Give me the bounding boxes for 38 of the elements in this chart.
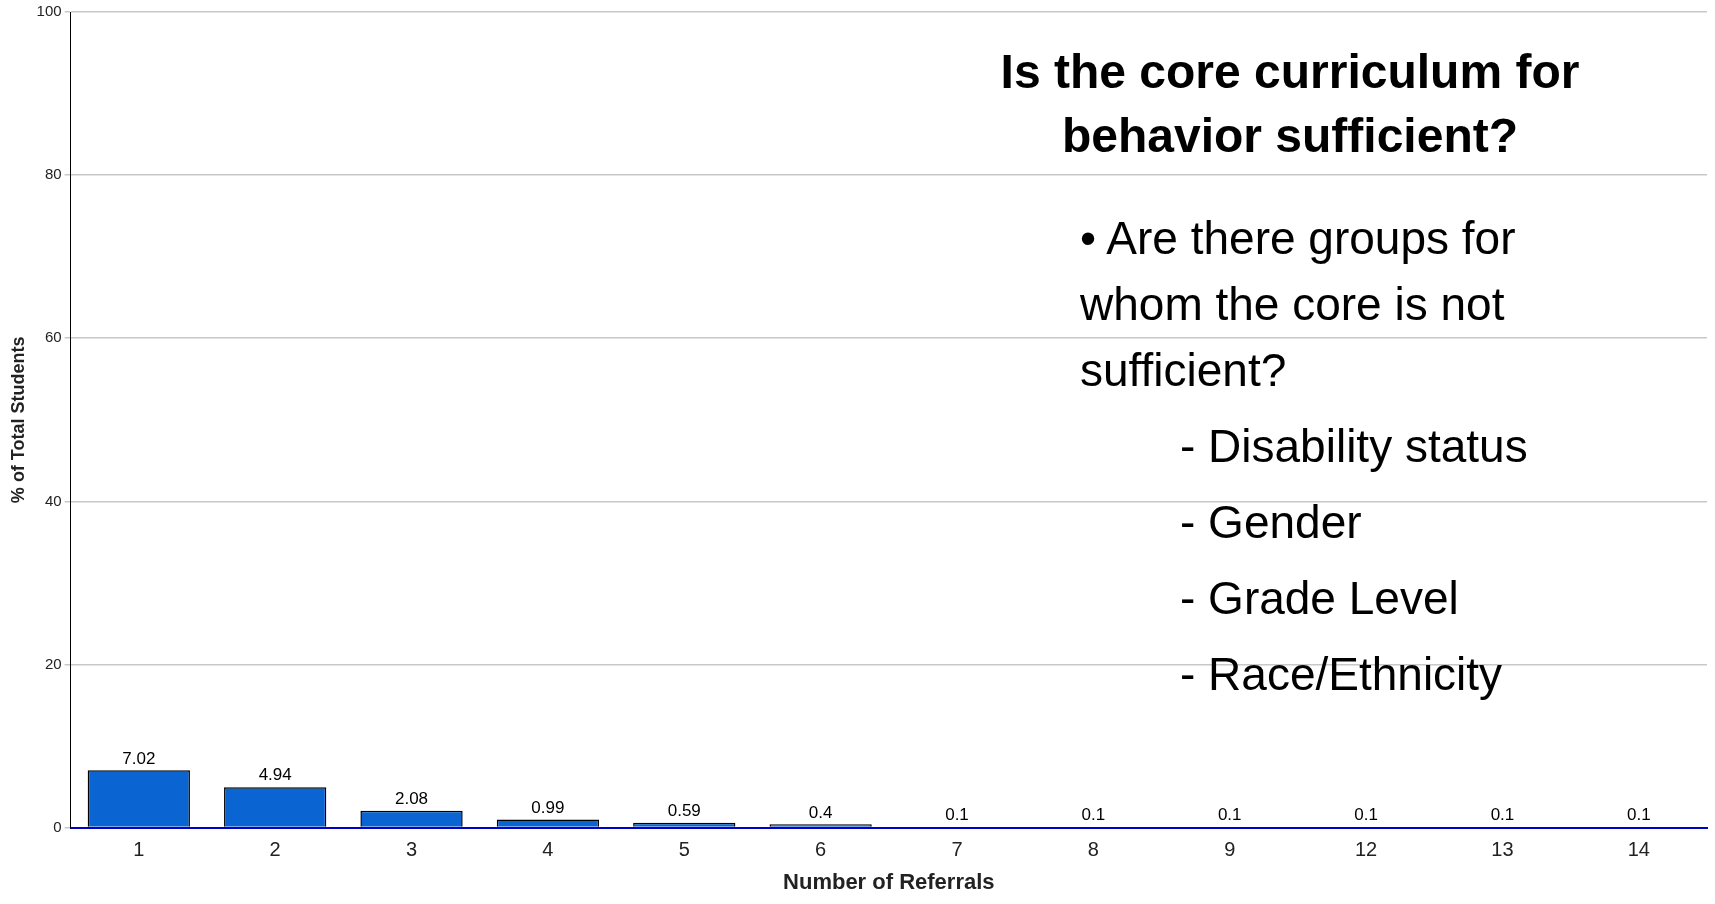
x-tick-label: 9 — [1224, 838, 1236, 861]
y-tick-label: 100 — [36, 2, 62, 20]
data-label: 0.59 — [667, 800, 701, 820]
annotation: - Race/Ethnicity — [1179, 647, 1504, 702]
y-tick-label: 0 — [53, 817, 62, 835]
y-tick-label: 40 — [44, 491, 62, 509]
annotation: • Are there groups for whom the core is not sufficient? — [1080, 211, 1517, 398]
x-tick-label: 3 — [405, 838, 418, 861]
data-label: 0.4 — [808, 802, 833, 822]
x-tick-label: 4 — [542, 838, 554, 861]
x-tick-label: 5 — [678, 838, 690, 861]
x-tick-label: 13 — [1491, 838, 1514, 861]
data-label: 4.94 — [258, 765, 292, 785]
y-tick-label: 20 — [44, 654, 62, 672]
x-tick-label: 2 — [269, 838, 281, 861]
text: Is the core curriculum for behavior sufficient? — [999, 44, 1581, 164]
data-label: 0.1 — [1627, 804, 1651, 824]
x-tick-label: 14 — [1627, 838, 1650, 861]
annotation: - Disability status — [1179, 419, 1529, 474]
data-label: 0.1 — [1217, 804, 1242, 824]
data-label: 2.08 — [394, 788, 429, 808]
data-label: 0.1 — [945, 804, 969, 824]
y-tick-label: 60 — [44, 328, 62, 346]
data-label: 0.1 — [1354, 804, 1378, 824]
y-tick-label: 80 — [44, 165, 62, 183]
x-tick-label: 1 — [133, 838, 145, 861]
annotation: - Grade Level — [1179, 571, 1460, 626]
x-tick-label: 8 — [1087, 838, 1099, 861]
x-tick-label: 12 — [1354, 838, 1378, 861]
data-label: 0.99 — [531, 797, 565, 817]
x-tick-label: 7 — [951, 838, 963, 861]
data-label: 0.1 — [1490, 804, 1515, 824]
x-axis-title: Number of Referrals — [783, 868, 995, 894]
x-tick-label: 6 — [815, 838, 827, 861]
y-axis-title: % of Total Students — [7, 336, 28, 504]
data-label: 7.02 — [122, 748, 156, 768]
data-label: 0.1 — [1081, 804, 1106, 824]
annotation: - Gender — [1179, 495, 1363, 550]
